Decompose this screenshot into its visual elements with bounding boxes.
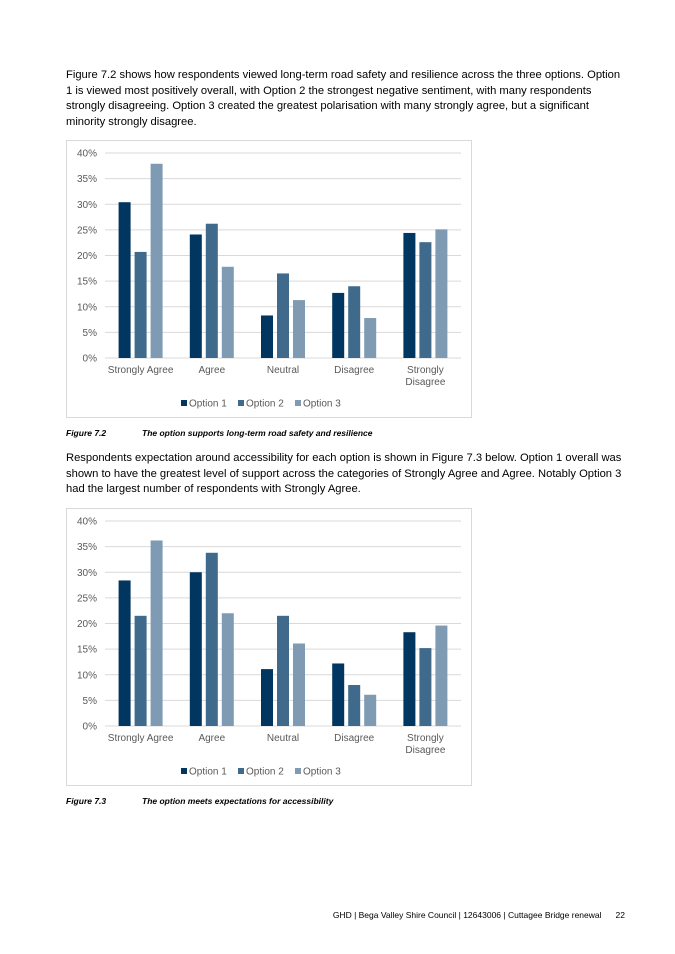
bar-option-3 xyxy=(435,625,448,726)
y-tick-label: 30% xyxy=(77,200,97,211)
footer-text: GHD | Bega Valley Shire Council | 126430… xyxy=(332,910,602,920)
x-tick-label: Disagree xyxy=(334,733,374,744)
x-tick-label: Strongly Agree xyxy=(108,733,174,744)
page-number: 22 xyxy=(615,910,625,920)
x-tick-label: Neutral xyxy=(267,733,299,744)
x-tick-label: Disagree xyxy=(334,365,374,376)
y-tick-label: 30% xyxy=(77,568,97,579)
y-tick-label: 5% xyxy=(83,696,98,707)
x-tick-label: Strongly xyxy=(407,733,444,744)
bar-option-1 xyxy=(261,669,273,726)
caption-number: Figure 7.2 xyxy=(66,428,107,438)
bar-option-2 xyxy=(277,615,289,726)
y-tick-label: 10% xyxy=(77,670,97,681)
legend-label: Option 2 xyxy=(246,767,284,778)
bar-option-2 xyxy=(134,615,147,726)
legend-swatch xyxy=(181,768,187,774)
y-tick-label: 20% xyxy=(77,619,97,630)
bar-option-1 xyxy=(189,234,202,358)
legend-label: Option 3 xyxy=(303,399,341,410)
x-tick-label: Agree xyxy=(198,733,225,744)
bar-option-3 xyxy=(435,229,448,358)
bar-option-1 xyxy=(118,202,131,358)
legend-swatch xyxy=(181,400,187,406)
caption-text: The option meets expectations for access… xyxy=(142,796,334,806)
legend-label: Option 2 xyxy=(246,399,284,410)
y-tick-label: 0% xyxy=(83,354,98,365)
caption-figure-7-3: Figure 7.3 The option meets expectations … xyxy=(66,796,333,806)
paragraph-figure-7-2-intro: Figure 7.2 shows how respondents viewed … xyxy=(66,69,621,128)
chart-figure-7-3: 0% 5% 10% 15% 20% 25% 30% 35% 40% Strongly Agree A… xyxy=(66,508,472,786)
legend-swatch xyxy=(238,768,244,774)
bar-option-1 xyxy=(118,580,131,726)
y-tick-label: 20% xyxy=(77,251,97,262)
y-tick-label: 40% xyxy=(77,149,97,160)
y-tick-label: 15% xyxy=(77,645,97,656)
y-tick-label: 25% xyxy=(77,593,97,604)
bar-option-2 xyxy=(134,251,147,358)
bar-option-2 xyxy=(348,286,361,358)
caption-text: The option supports long-term road safet… xyxy=(142,428,373,438)
bar-option-1 xyxy=(332,292,345,358)
x-tick-label: Disagree xyxy=(405,377,445,388)
bar-option-1 xyxy=(403,632,416,726)
bar-option-3 xyxy=(364,318,377,358)
x-tick-label: Neutral xyxy=(267,365,299,376)
bar-option-2 xyxy=(419,242,432,358)
bar-option-1 xyxy=(261,315,273,358)
y-tick-label: 10% xyxy=(77,302,97,313)
caption-figure-7-2: Figure 7.2 The option supports long-term … xyxy=(66,428,372,438)
legend-swatch xyxy=(295,768,301,774)
bar-option-3 xyxy=(221,266,234,358)
caption-number: Figure 7.3 xyxy=(66,796,107,806)
chart-svg: 0% 5% 10% 15% 20% 25% 30% 35% 40% Strongly Agree A… xyxy=(77,517,461,778)
bar-option-3 xyxy=(364,694,377,726)
x-tick-label: Agree xyxy=(198,365,225,376)
bar-option-2 xyxy=(205,552,218,726)
y-tick-label: 25% xyxy=(77,225,97,236)
y-tick-label: 0% xyxy=(83,722,98,733)
bar-option-3 xyxy=(150,540,163,726)
legend-label: Option 1 xyxy=(189,399,227,410)
bar-option-3 xyxy=(221,613,234,726)
x-tick-label: Strongly Agree xyxy=(108,365,174,376)
bar-option-2 xyxy=(419,648,432,726)
bar-option-1 xyxy=(189,572,202,726)
bar-option-3 xyxy=(293,300,305,358)
y-tick-label: 15% xyxy=(77,277,97,288)
y-tick-label: 35% xyxy=(77,542,97,553)
paragraph-figure-7-3-intro: Respondents expectation around accessibi… xyxy=(66,452,622,495)
bar-option-3 xyxy=(293,643,305,726)
x-tick-label: Disagree xyxy=(405,745,445,756)
bar-option-2 xyxy=(277,273,289,358)
legend-swatch xyxy=(295,400,301,406)
x-tick-label: Strongly xyxy=(407,365,444,376)
y-tick-label: 5% xyxy=(83,328,98,339)
page-footer: GHD | Bega Valley Shire Council | 126430… xyxy=(333,910,625,920)
chart-figure-7-2: 0% 5% 10% 15% 20% 25% 30% 35% 40% Strongly Agree A… xyxy=(66,140,472,418)
chart-svg: 0% 5% 10% 15% 20% 25% 30% 35% 40% Strongly Agree A… xyxy=(77,149,461,410)
y-tick-label: 35% xyxy=(77,174,97,185)
bar-option-1 xyxy=(332,663,345,726)
y-tick-label: 40% xyxy=(77,517,97,528)
legend-swatch xyxy=(238,400,244,406)
bar-option-3 xyxy=(150,163,163,358)
bar-option-2 xyxy=(348,685,361,726)
legend-label: Option 3 xyxy=(303,767,341,778)
bar-option-1 xyxy=(403,232,416,358)
bar-option-2 xyxy=(205,223,218,358)
legend-label: Option 1 xyxy=(189,767,227,778)
